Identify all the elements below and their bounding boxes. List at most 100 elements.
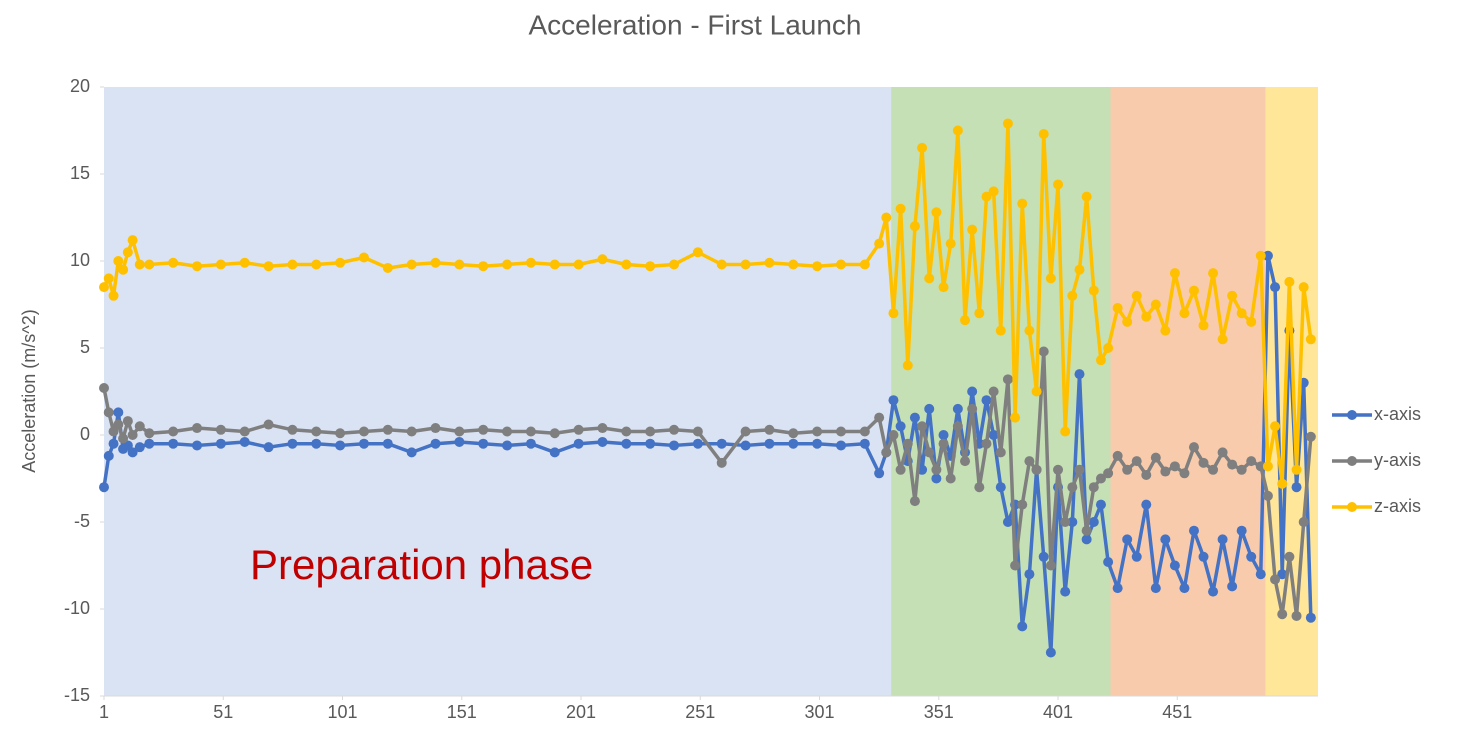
- marker: [1291, 482, 1302, 493]
- marker: [1217, 334, 1228, 345]
- marker: [573, 259, 584, 270]
- marker: [995, 447, 1006, 458]
- marker: [621, 259, 632, 270]
- marker: [1038, 346, 1049, 357]
- marker: [311, 438, 322, 449]
- x-tick-label: 401: [1043, 702, 1073, 722]
- marker: [1188, 285, 1199, 296]
- y-tick-label: 5: [80, 337, 90, 357]
- marker: [358, 252, 369, 263]
- marker: [1255, 461, 1266, 472]
- marker: [981, 395, 992, 406]
- marker: [122, 440, 133, 451]
- marker: [1081, 534, 1092, 545]
- y-axis-label: Acceleration (m/s^2): [19, 309, 39, 473]
- marker: [764, 438, 775, 449]
- marker: [1112, 450, 1123, 461]
- marker: [478, 438, 489, 449]
- marker: [1208, 464, 1219, 475]
- marker: [1291, 464, 1302, 475]
- marker: [967, 403, 978, 414]
- marker: [669, 259, 680, 270]
- legend-label: z-axis: [1374, 496, 1421, 516]
- marker: [740, 259, 751, 270]
- marker: [1060, 517, 1071, 527]
- marker: [621, 438, 632, 449]
- marker: [597, 423, 608, 434]
- marker: [1160, 534, 1171, 545]
- marker: [764, 257, 775, 268]
- marker: [406, 447, 417, 458]
- marker: [788, 428, 799, 439]
- marker: [931, 207, 942, 218]
- marker: [895, 203, 906, 214]
- marker: [103, 407, 114, 418]
- marker: [1150, 299, 1161, 310]
- marker: [995, 482, 1006, 493]
- marker: [239, 436, 250, 447]
- marker: [1198, 457, 1209, 468]
- marker: [127, 430, 138, 440]
- marker: [881, 447, 892, 458]
- legend-marker: [1347, 410, 1357, 420]
- marker: [1103, 468, 1114, 479]
- marker: [1160, 466, 1171, 477]
- marker: [967, 386, 978, 397]
- marker: [549, 447, 560, 458]
- marker: [525, 426, 536, 437]
- marker: [1169, 268, 1180, 279]
- marker: [788, 438, 799, 449]
- marker: [1002, 118, 1013, 129]
- marker: [1262, 250, 1273, 261]
- marker: [1217, 447, 1228, 458]
- marker: [335, 428, 346, 439]
- marker: [1270, 574, 1281, 585]
- marker: [788, 259, 799, 270]
- marker: [812, 426, 823, 437]
- marker: [122, 247, 133, 258]
- marker: [895, 421, 906, 432]
- marker: [1067, 482, 1078, 493]
- x-tick-label: 451: [1162, 702, 1192, 722]
- marker: [263, 419, 274, 430]
- x-tick-label: 201: [566, 702, 596, 722]
- marker: [1038, 551, 1049, 562]
- marker: [960, 456, 971, 467]
- marker: [430, 423, 441, 434]
- annotation: Preparation phase: [250, 541, 593, 588]
- marker: [502, 440, 513, 451]
- marker: [859, 438, 870, 449]
- marker: [287, 424, 298, 435]
- marker: [835, 426, 846, 437]
- marker: [917, 421, 928, 432]
- marker: [995, 325, 1006, 336]
- marker: [122, 416, 133, 427]
- marker: [645, 438, 656, 449]
- marker: [1160, 325, 1171, 336]
- marker: [1067, 290, 1078, 301]
- marker: [988, 430, 999, 440]
- marker: [988, 386, 999, 397]
- marker: [1236, 525, 1247, 536]
- marker: [287, 438, 298, 449]
- marker: [740, 426, 751, 437]
- marker: [981, 438, 992, 449]
- marker: [239, 257, 250, 268]
- marker: [1074, 264, 1085, 275]
- marker: [382, 438, 393, 449]
- marker: [1284, 276, 1295, 287]
- marker: [99, 482, 109, 493]
- marker: [931, 473, 942, 484]
- phase-backgrounds: [104, 87, 1318, 696]
- marker: [144, 438, 155, 449]
- marker: [127, 447, 138, 458]
- marker: [1095, 473, 1106, 484]
- marker: [909, 221, 920, 232]
- marker: [430, 257, 441, 268]
- marker: [1305, 612, 1316, 623]
- marker: [478, 261, 489, 272]
- marker: [144, 428, 155, 439]
- marker: [1284, 551, 1295, 562]
- marker: [1038, 128, 1049, 139]
- marker: [239, 426, 250, 437]
